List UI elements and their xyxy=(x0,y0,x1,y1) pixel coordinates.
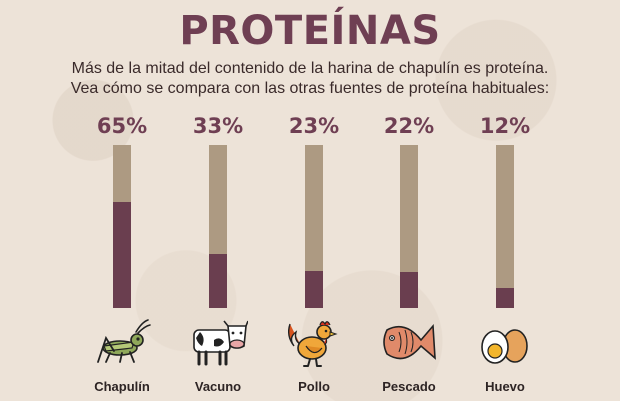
category-label-pescado: Pescado xyxy=(382,379,436,394)
grasshopper-icon xyxy=(97,319,151,363)
bar-track-pollo xyxy=(305,145,323,308)
fish-icon xyxy=(383,323,436,360)
category-label-vacuno: Vacuno xyxy=(194,379,242,394)
subtitle-line-2: Vea cómo se compara con las otras fuente… xyxy=(70,80,550,97)
chart-subtitle: Más de la mitad del contenido de la hari… xyxy=(0,59,620,99)
bar-huevo xyxy=(496,288,514,308)
value-label-pescado: 22% xyxy=(383,114,435,138)
bar-track-chapulin xyxy=(113,145,131,308)
bar-track-pescado xyxy=(400,145,418,308)
bar-chapulin xyxy=(113,202,131,308)
bar-pescado xyxy=(400,272,418,308)
chart-title: PROTEÍNAS xyxy=(179,8,441,54)
value-label-vacuno: 33% xyxy=(192,114,244,138)
value-label-chapulin: 65% xyxy=(96,114,148,138)
subtitle-line-1: Más de la mitad del contenido de la hari… xyxy=(71,60,549,77)
value-label-huevo: 12% xyxy=(479,114,531,138)
rooster-icon xyxy=(287,321,338,367)
value-label-pollo: 23% xyxy=(288,114,340,138)
category-label-chapulin: Chapulín xyxy=(94,379,150,394)
bar-vacuno xyxy=(209,254,227,308)
egg-icon xyxy=(481,329,528,364)
category-label-pollo: Pollo xyxy=(298,379,330,394)
bar-track-vacuno xyxy=(209,145,227,308)
cow-icon xyxy=(193,320,248,366)
bar-track-huevo xyxy=(496,145,514,308)
category-label-huevo: Huevo xyxy=(485,379,525,394)
bar-pollo xyxy=(305,270,323,308)
